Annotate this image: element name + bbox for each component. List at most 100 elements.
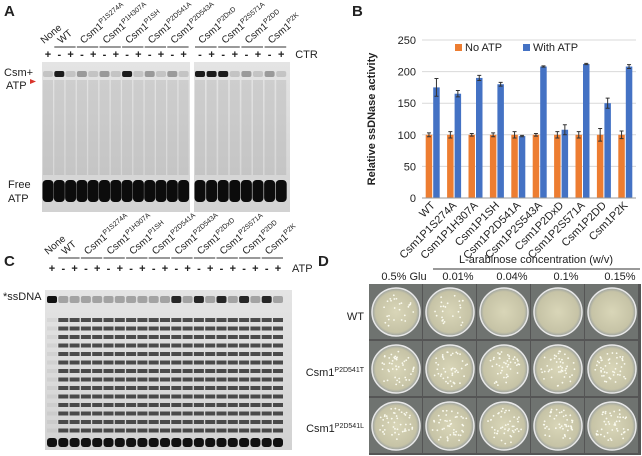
gel-ladder xyxy=(273,420,283,424)
colony xyxy=(439,305,442,308)
gel-ladder xyxy=(47,420,57,424)
colony xyxy=(601,413,604,416)
colony xyxy=(391,433,393,436)
gel-ladder xyxy=(227,377,238,382)
gel-smear xyxy=(218,80,229,175)
colony xyxy=(392,294,395,297)
lane-sign: + xyxy=(232,49,238,61)
colony xyxy=(387,368,390,371)
colony xyxy=(395,297,398,300)
colony xyxy=(561,381,564,384)
gel-ladder xyxy=(103,377,114,382)
gel-ladder xyxy=(193,318,204,322)
bar xyxy=(561,129,569,198)
gel-band xyxy=(54,71,65,77)
band-label: Csm+ xyxy=(4,67,33,79)
lane-sign: + xyxy=(158,49,164,61)
gel-ladder xyxy=(58,352,69,356)
gel-ladder xyxy=(160,318,170,322)
colony xyxy=(511,429,514,432)
colony xyxy=(611,352,614,354)
gel-ladder xyxy=(148,369,159,373)
gel-band xyxy=(58,438,69,447)
gel-ladder xyxy=(114,377,125,382)
gel-band xyxy=(239,296,250,303)
gel-band xyxy=(227,296,238,303)
colony xyxy=(442,377,445,380)
colony xyxy=(607,420,610,423)
error-bar xyxy=(498,81,503,87)
colony xyxy=(501,426,504,429)
plate xyxy=(371,401,421,451)
label-sup: P2D543A xyxy=(188,1,216,26)
colony xyxy=(388,370,390,373)
colony xyxy=(390,299,392,302)
lane-sign: + xyxy=(49,263,55,275)
band-label: Free xyxy=(8,179,31,191)
colony xyxy=(504,442,507,445)
colony xyxy=(394,407,397,410)
colony xyxy=(461,321,464,324)
gel-ladder xyxy=(103,318,114,322)
gel-ladder xyxy=(250,326,261,331)
colony xyxy=(457,371,459,374)
colony xyxy=(450,385,453,388)
gel-smear xyxy=(264,80,275,175)
colony xyxy=(435,314,438,317)
colony xyxy=(442,322,445,325)
colony xyxy=(605,417,608,420)
colony xyxy=(496,384,499,387)
colony xyxy=(509,361,512,364)
gel-smear xyxy=(122,80,133,175)
plate xyxy=(425,344,475,394)
lane-sign: - xyxy=(107,263,111,275)
gel-ladder xyxy=(216,394,227,399)
gel-ladder xyxy=(273,335,283,339)
colony xyxy=(446,302,449,305)
colony xyxy=(456,352,459,355)
gel-ladder xyxy=(148,386,159,390)
colony xyxy=(439,375,442,377)
y-tick-label: 0 xyxy=(410,193,416,205)
lane-sign: - xyxy=(265,263,269,275)
error-bar xyxy=(555,131,560,139)
gel-band xyxy=(114,438,125,447)
gel-ladder xyxy=(114,411,125,416)
colony xyxy=(409,414,411,417)
gel-band xyxy=(217,180,229,202)
plate xyxy=(533,401,583,451)
legend-swatch xyxy=(523,44,530,51)
colony xyxy=(549,411,552,414)
colony xyxy=(464,364,467,367)
gel-ladder xyxy=(227,326,238,331)
colony xyxy=(569,380,572,383)
colony xyxy=(541,371,544,374)
gel-ladder xyxy=(182,335,193,339)
gel-ladder xyxy=(193,377,204,382)
gel-band xyxy=(216,296,227,303)
colony xyxy=(503,361,505,364)
gel-ladder xyxy=(69,326,80,331)
colony xyxy=(498,357,501,360)
colony xyxy=(555,408,558,411)
colony xyxy=(571,419,574,422)
lane-label: Csm1P2D541T xyxy=(306,367,365,379)
colony xyxy=(409,302,412,304)
error-bar xyxy=(520,134,525,138)
gel-band xyxy=(43,71,53,77)
colony xyxy=(561,370,564,372)
gel-smear xyxy=(276,80,287,175)
gel-ladder xyxy=(239,420,250,424)
lane-sign: - xyxy=(148,49,152,61)
gel-smear xyxy=(65,80,76,175)
colony xyxy=(393,356,396,359)
colony xyxy=(564,369,567,372)
colony xyxy=(452,428,455,431)
gel-ladder xyxy=(148,403,159,407)
lane-sign: + xyxy=(162,263,168,275)
gel-band xyxy=(261,438,272,447)
colony xyxy=(443,320,446,323)
gel-band xyxy=(195,71,205,77)
colony xyxy=(462,424,465,427)
gel-ladder xyxy=(80,318,91,322)
